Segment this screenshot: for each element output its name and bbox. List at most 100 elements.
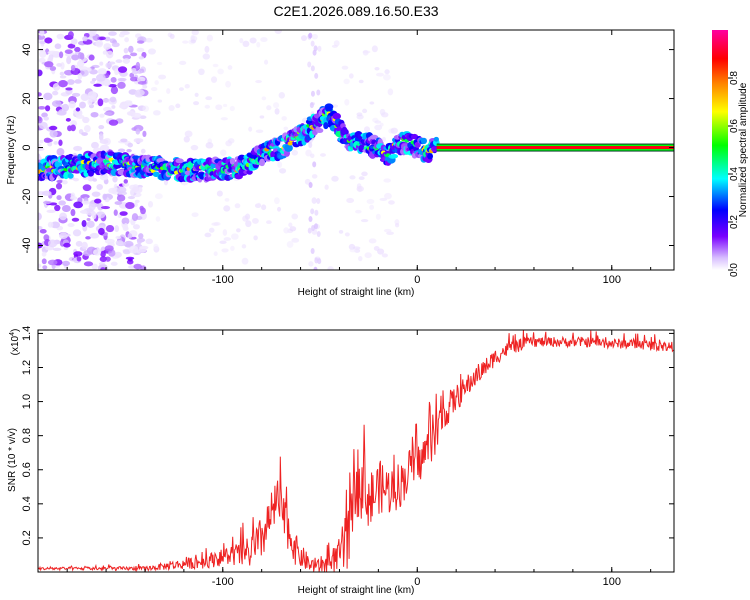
spectrogram-noise-mark — [383, 228, 392, 233]
spectrogram-noise-mark — [346, 197, 355, 204]
spectrogram-noise-mark — [127, 233, 133, 239]
spectrogram-noise-mark — [191, 212, 199, 218]
spectrogram-noise-mark — [131, 70, 139, 75]
spectrogram-noise-mark — [99, 113, 105, 118]
spectrogram-noise-mark — [308, 261, 314, 267]
spectrogram-noise-mark — [136, 47, 145, 52]
spectrogram-noise-mark — [216, 190, 223, 197]
spectrogram-noise-mark — [310, 65, 315, 72]
spectrogram-panel: -100 0 100 -40 -20 0 20 40 Height of straight l… — [6, 29, 675, 298]
spectrogram-noise-mark — [376, 72, 385, 77]
spectrogram-noise-mark — [53, 141, 58, 145]
spectrogram-noise-mark — [310, 153, 315, 159]
spectrogram-noise-mark — [87, 98, 93, 106]
spectrogram-noise-mark — [51, 100, 62, 108]
spectrogram-noise-mark — [49, 129, 58, 138]
spectrogram-noise-mark — [379, 108, 386, 116]
spectrogram-noise-mark — [198, 68, 205, 76]
spectrogram-noise-mark — [377, 248, 385, 255]
spectrogram-noise-mark — [155, 216, 161, 222]
spectrogram-noise-mark — [316, 231, 321, 238]
spectrogram-noise-mark — [242, 215, 249, 222]
spectrogram-noise-mark — [87, 91, 97, 99]
spectrogram-noise-mark — [249, 37, 257, 44]
spectrogram-noise-mark — [331, 175, 339, 182]
spectrogram-noise-mark — [343, 78, 350, 85]
spectrogram-noise-mark — [278, 168, 287, 174]
spectrogram-noise-mark — [220, 149, 227, 156]
spectrogram-noise-mark — [253, 235, 258, 241]
stable-tone-core — [436, 146, 674, 150]
spectrogram-noise-mark — [310, 208, 315, 215]
spectrogram-noise-mark — [277, 161, 283, 168]
spectrogram-noise-mark — [147, 201, 154, 208]
spectrogram-noise-mark — [138, 233, 144, 239]
spectrogram-noise-mark — [190, 39, 197, 44]
spectrogram-noise-mark — [208, 227, 215, 233]
spectrogram-noise-mark — [111, 42, 120, 48]
spectrogram-noise-mark — [190, 144, 199, 151]
spectrogram-noise-mark — [127, 195, 136, 200]
spectrogram-noise-mark — [166, 88, 171, 95]
spectrogram-noise-mark — [124, 101, 133, 107]
colorbar-tick-label: 0.0 — [729, 263, 740, 277]
spectrogram-noise-mark — [52, 90, 59, 96]
spectrogram-noise-mark — [145, 38, 153, 43]
spectrogram-noise-mark — [147, 48, 156, 55]
spectrogram-noise-mark — [70, 192, 76, 199]
spectrogram-noise-mark — [341, 65, 349, 70]
spectrogram-noise-mark — [56, 110, 67, 116]
spectrogram-ridge-mark — [259, 158, 266, 167]
spectrogram-noise-mark — [71, 38, 78, 45]
colorbar-axes: 0.0 0.2 0.4 0.6 0.8 — [728, 71, 740, 277]
spectrogram-noise-mark — [91, 263, 98, 270]
spectrogram-noise-mark — [95, 39, 104, 48]
spectrogram-noise-mark — [98, 124, 105, 130]
spectrogram-noise-mark — [73, 201, 84, 209]
spectrogram-noise-mark — [113, 209, 118, 216]
spectrogram-noise-mark — [99, 61, 104, 66]
spectrogram-noise-mark — [344, 98, 350, 106]
colorbar-label: Normalized spectral amplitude — [738, 82, 749, 217]
spectrogram-ridge-mark — [433, 136, 439, 142]
spectrogram-noise-mark — [313, 45, 318, 52]
spectrogram-xtick-label: -100 — [212, 274, 234, 286]
spectrogram-frame — [37, 29, 675, 271]
spectrogram-ridge-mark — [390, 153, 399, 159]
spectrogram-noise-mark — [256, 41, 261, 48]
spectrogram-noise-mark — [99, 144, 110, 153]
spectrogram-ridge-mark — [369, 134, 379, 140]
spectrogram-noise-mark — [360, 219, 369, 223]
spectrogram-ridge-mark — [410, 133, 419, 140]
spectrogram-noise-mark — [117, 81, 126, 89]
spectrogram-noise-mark — [349, 248, 357, 253]
spectrogram-noise-mark — [136, 238, 142, 245]
spectrogram-noise-mark — [127, 257, 133, 262]
spectrogram-noise-mark — [61, 180, 68, 185]
spectrogram-noise-mark — [179, 60, 187, 66]
spectrogram-ytick-label: 40 — [21, 43, 33, 55]
spectrogram-noise-mark — [103, 43, 112, 50]
spectrogram-noise-mark — [308, 181, 313, 188]
spectrogram-noise-mark — [260, 37, 268, 43]
spectrogram-noise-mark — [86, 217, 91, 222]
spectrogram-noise-mark — [62, 260, 70, 267]
spectrogram-xtick-label: 100 — [603, 274, 621, 286]
spectrogram-noise-mark — [91, 191, 101, 197]
spectrogram-noise-mark — [52, 247, 62, 252]
spectrogram-noise-mark — [224, 197, 230, 202]
spectrogram-noise-mark — [266, 105, 272, 111]
spectrogram-noise-mark — [255, 129, 264, 134]
spectrogram-noise-mark — [128, 245, 139, 254]
spectrogram-noise-mark — [132, 224, 140, 230]
spectrogram-noise-mark — [38, 121, 48, 130]
spectrogram-noise-mark — [115, 59, 123, 63]
spectrogram-noise-mark — [362, 49, 369, 56]
spectrogram-noise-mark — [82, 184, 92, 192]
spectrogram-noise-mark — [138, 56, 145, 60]
spectrogram-noise-mark — [39, 228, 47, 234]
spectrogram-noise-mark — [104, 245, 114, 252]
spectrogram-noise-mark — [97, 68, 107, 75]
spectrogram-noise-mark — [154, 80, 159, 85]
spectrogram-ridge-mark — [420, 137, 428, 145]
